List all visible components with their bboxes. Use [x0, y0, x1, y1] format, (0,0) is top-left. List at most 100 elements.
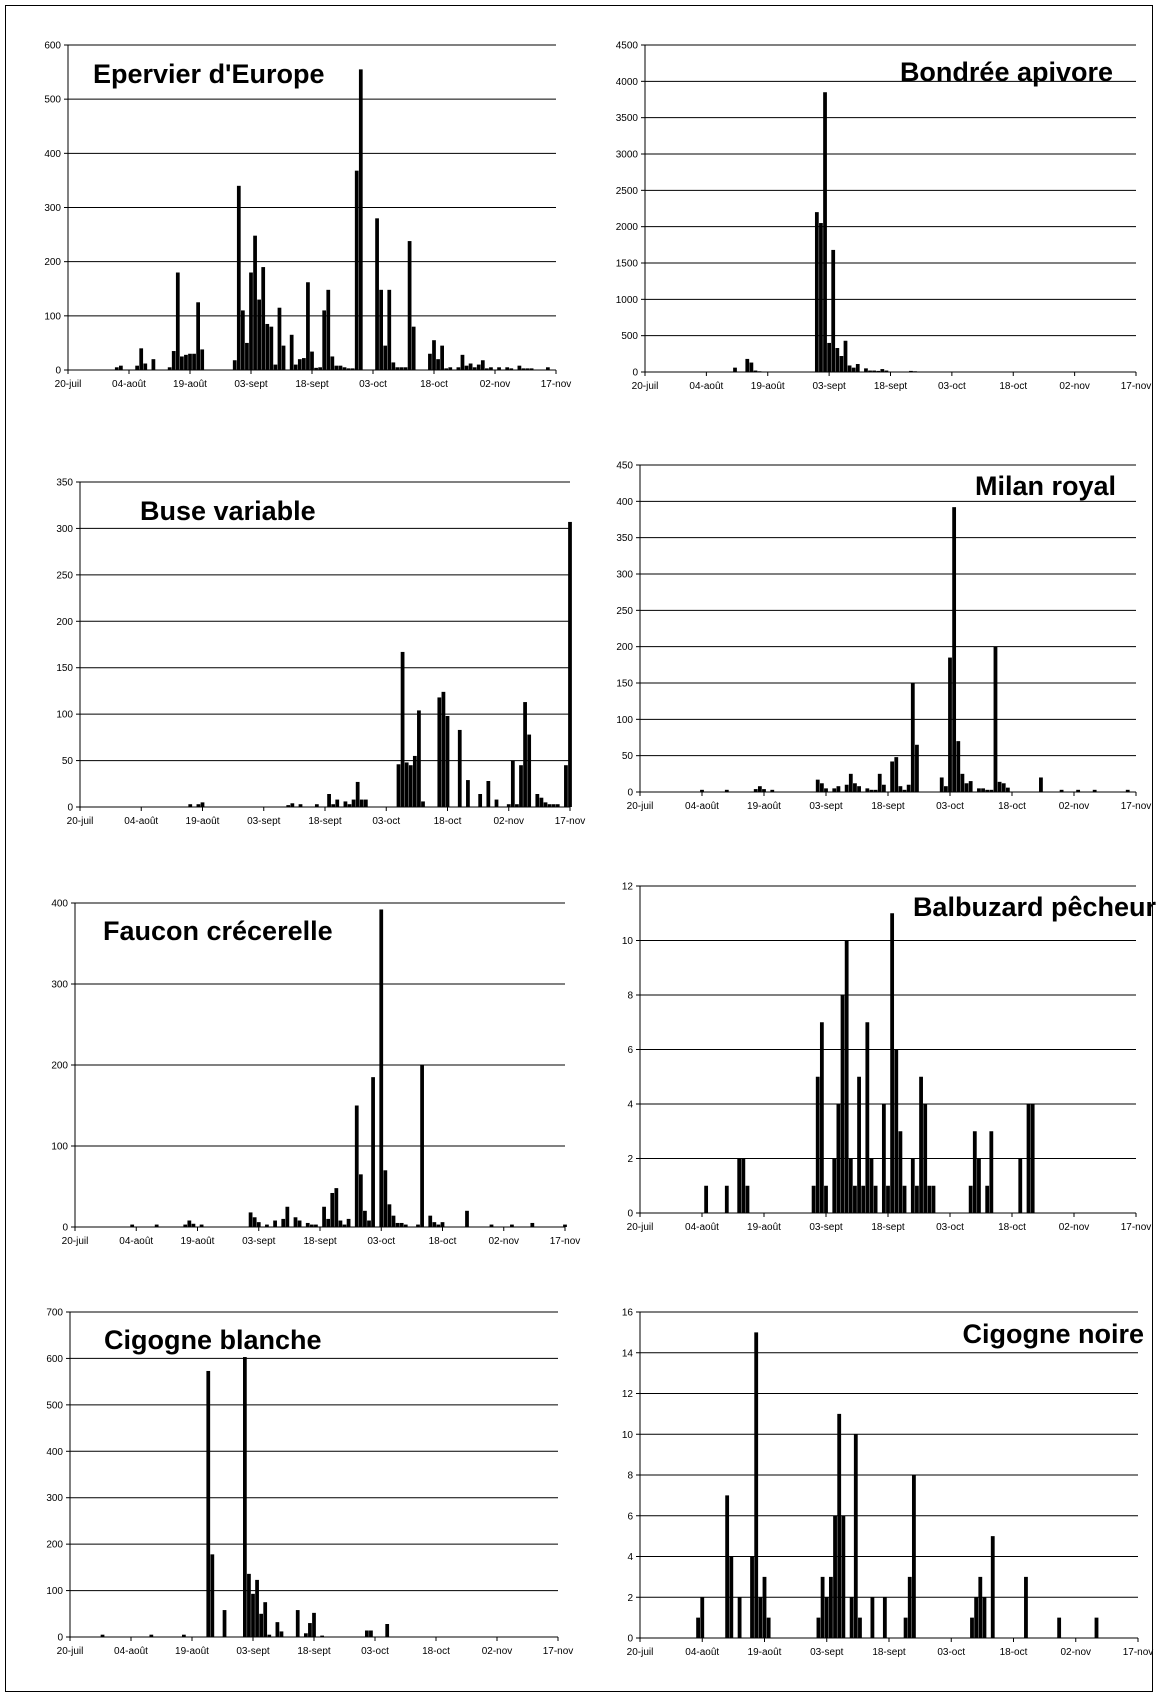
- bar: [248, 1212, 253, 1227]
- x-tick-label: 18-sept: [297, 1646, 331, 1657]
- bar: [309, 1224, 314, 1227]
- bar: [245, 342, 249, 370]
- bar: [464, 365, 469, 370]
- bar: [171, 351, 176, 370]
- bar: [915, 1185, 919, 1213]
- x-tick-label: 04-août: [685, 1222, 719, 1233]
- x-tick-label: 02-nov: [480, 379, 511, 390]
- bar: [408, 765, 413, 807]
- x-tick-label: 02-nov: [493, 816, 524, 827]
- bar: [188, 353, 192, 370]
- bar: [310, 351, 314, 370]
- bar: [416, 1224, 420, 1227]
- bar: [757, 371, 762, 372]
- x-tick-label: 18-oct: [422, 1646, 450, 1657]
- y-tick-label: 600: [44, 41, 61, 52]
- x-tick-label: 04-août: [685, 801, 719, 812]
- bar: [762, 1576, 767, 1639]
- bar: [251, 1593, 255, 1637]
- bar: [421, 801, 425, 807]
- x-tick-label: 03-sept: [810, 1647, 844, 1658]
- x-tick-label: 20-juil: [627, 1222, 654, 1233]
- y-tick-label: 150: [56, 663, 73, 674]
- bar: [840, 995, 845, 1213]
- chart-title: Faucon crécerelle: [103, 916, 333, 946]
- bar: [853, 1434, 858, 1638]
- bar: [399, 367, 404, 370]
- bar: [326, 1218, 331, 1227]
- bar: [304, 1633, 308, 1637]
- bar: [876, 370, 881, 372]
- bar: [466, 780, 470, 807]
- bar: [898, 786, 903, 792]
- bar: [815, 1076, 820, 1213]
- x-tick-label: 19-août: [186, 816, 220, 827]
- bar: [363, 799, 368, 807]
- bar: [547, 804, 552, 807]
- y-tick-label: 1500: [616, 259, 639, 270]
- bar: [725, 1495, 730, 1639]
- bar: [848, 1158, 853, 1213]
- bar: [485, 368, 489, 371]
- bar: [745, 1185, 750, 1213]
- bar: [412, 755, 417, 807]
- y-tick-label: 12: [622, 882, 634, 893]
- bar: [320, 1635, 324, 1637]
- y-tick-label: 100: [46, 1586, 63, 1597]
- bar: [539, 797, 544, 807]
- bar: [989, 789, 994, 792]
- bar: [365, 1630, 369, 1637]
- bar: [527, 734, 532, 807]
- bar: [849, 1597, 854, 1638]
- bar: [175, 272, 180, 370]
- bar: [480, 360, 485, 370]
- bar: [130, 1224, 135, 1227]
- bar: [281, 1218, 286, 1227]
- bar: [882, 1597, 887, 1638]
- bar: [403, 1224, 408, 1227]
- bar: [391, 362, 396, 370]
- bar: [167, 367, 172, 370]
- y-tick-label: 200: [46, 1540, 63, 1551]
- bar: [192, 353, 196, 370]
- bar: [823, 92, 827, 372]
- y-tick-label: 300: [616, 570, 633, 581]
- bar: [700, 1597, 705, 1638]
- y-tick-label: 2500: [616, 186, 639, 197]
- bar: [977, 788, 981, 792]
- bar: [354, 170, 359, 370]
- bar: [753, 789, 758, 792]
- bar: [114, 367, 119, 370]
- bar: [857, 1076, 861, 1213]
- bar: [894, 1049, 899, 1213]
- figure-frame: [5, 5, 1153, 1692]
- chart-bondree-apivore: 0 500 1000 1500 2000 2500 3000 3500 4000 4500 20-j…: [616, 41, 1152, 393]
- bar: [858, 1617, 862, 1639]
- bar: [465, 1210, 469, 1227]
- bar: [1030, 1104, 1035, 1213]
- bar: [820, 1576, 825, 1639]
- bar: [939, 777, 944, 792]
- bar: [437, 697, 442, 807]
- bar: [334, 365, 339, 370]
- bar: [385, 1624, 390, 1637]
- bar: [330, 1192, 335, 1227]
- y-tick-label: 10: [622, 936, 634, 947]
- bar: [819, 783, 824, 792]
- bar: [910, 1158, 915, 1213]
- bar: [184, 354, 188, 370]
- bar: [1026, 1104, 1031, 1213]
- bar: [737, 1158, 742, 1213]
- bar: [894, 757, 899, 792]
- y-tick-label: 12: [622, 1389, 634, 1400]
- bar: [293, 364, 298, 370]
- bar: [327, 794, 331, 807]
- bar: [188, 804, 193, 807]
- bar: [265, 323, 270, 370]
- bar: [395, 367, 400, 370]
- bar: [293, 1217, 298, 1227]
- bar: [383, 1170, 388, 1227]
- bar: [350, 368, 355, 371]
- y-tick-label: 16: [622, 1308, 634, 1319]
- y-tick-label: 4500: [616, 41, 639, 52]
